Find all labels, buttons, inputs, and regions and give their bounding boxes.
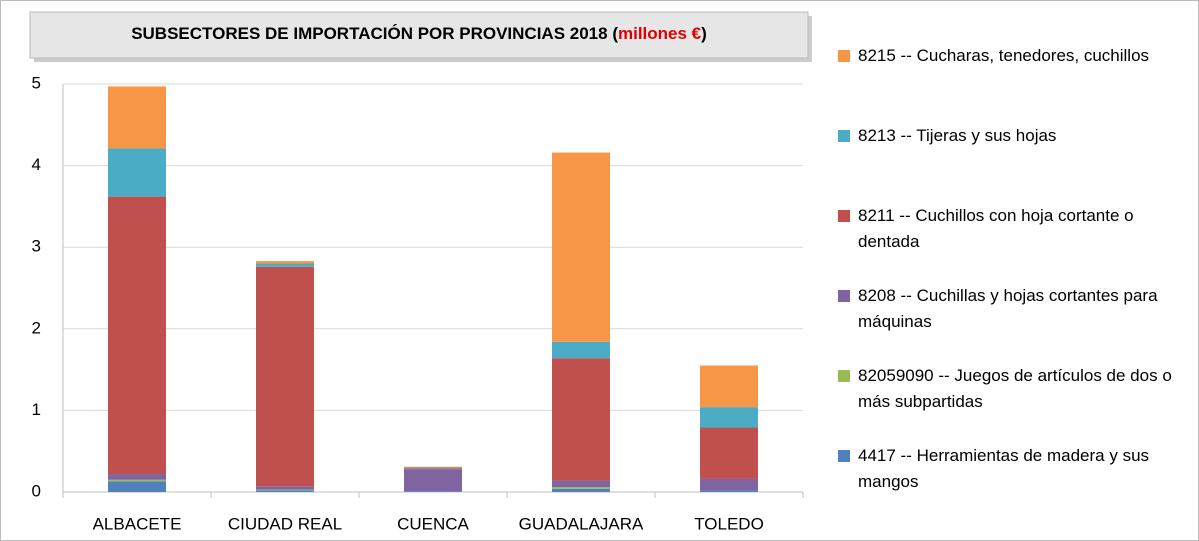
legend-swatch — [838, 290, 850, 302]
bar-segment — [256, 486, 314, 490]
bar-segment — [108, 481, 166, 492]
legend-label: 82059090 -- Juegos de artículos de dos o… — [858, 366, 1172, 411]
bar-segment — [256, 261, 314, 264]
bar-segment — [552, 480, 610, 488]
legend-item: 8208 -- Cuchillas y hojas cortantes para… — [838, 283, 1178, 335]
bar-segment — [700, 365, 758, 408]
legend-swatch — [838, 210, 850, 222]
bar-segment — [256, 489, 314, 491]
y-tick-label: 3 — [32, 237, 41, 256]
x-tick-label: TOLEDO — [694, 514, 764, 533]
legend-item: 8211 -- Cuchillos con hoja cortante o de… — [838, 203, 1178, 255]
x-tick-label: GUADALAJARA — [519, 514, 644, 533]
legend-item: 82059090 -- Juegos de artículos de dos o… — [838, 363, 1178, 415]
bar-segment — [404, 491, 462, 492]
bar-segment — [700, 478, 758, 491]
y-tick-label: 0 — [32, 481, 41, 500]
x-tick-label: CUENCA — [397, 514, 469, 533]
bar-segment — [700, 490, 758, 492]
legend-item: 4417 -- Herramientas de madera y sus man… — [838, 443, 1178, 495]
chart-title: SUBSECTORES DE IMPORTACIÓN POR PROVINCIA… — [131, 24, 707, 43]
y-tick-label: 1 — [32, 400, 41, 419]
bar-segment — [552, 152, 610, 342]
legend-label: 8211 -- Cuchillos con hoja cortante o de… — [858, 206, 1134, 251]
bar-segment — [108, 86, 166, 149]
bar-segment — [108, 479, 166, 482]
bar-segment — [108, 196, 166, 475]
legend-swatch — [838, 370, 850, 382]
y-tick-label: 5 — [32, 73, 41, 92]
legend-label: 4417 -- Herramientas de madera y sus man… — [858, 446, 1150, 491]
bar-segment — [404, 466, 462, 468]
legend-swatch — [838, 450, 850, 462]
legend-label: 8215 -- Cucharas, tenedores, cuchillos — [858, 46, 1150, 65]
bar-segment — [700, 407, 758, 428]
bar-segment — [404, 469, 462, 492]
legend-label: 8208 -- Cuchillas y hojas cortantes para… — [858, 286, 1158, 331]
y-tick-label: 4 — [32, 155, 41, 174]
legend-swatch — [838, 50, 850, 62]
bar-segment — [256, 266, 314, 487]
legend-label: 8213 -- Tijeras y sus hojas — [858, 126, 1057, 145]
bar-segment — [404, 467, 462, 469]
legend-item: 8215 -- Cucharas, tenedores, cuchillos — [838, 43, 1178, 69]
bar-segment — [552, 358, 610, 481]
x-tick-label: ALBACETE — [93, 514, 182, 533]
bar-segment — [552, 487, 610, 489]
bar-segment — [404, 468, 462, 470]
y-tick-label: 2 — [32, 318, 41, 337]
bar-segment — [552, 488, 610, 492]
bar-segment — [256, 263, 314, 267]
bar-segment — [108, 148, 166, 197]
legend-swatch — [838, 130, 850, 142]
bar-segment — [700, 427, 758, 479]
bar-segment — [108, 474, 166, 480]
x-tick-label: CIUDAD REAL — [228, 514, 342, 533]
bar-segment — [256, 490, 314, 492]
bar-segment — [552, 341, 610, 359]
title-box — [29, 11, 809, 59]
legend-item: 8213 -- Tijeras y sus hojas — [838, 123, 1178, 149]
